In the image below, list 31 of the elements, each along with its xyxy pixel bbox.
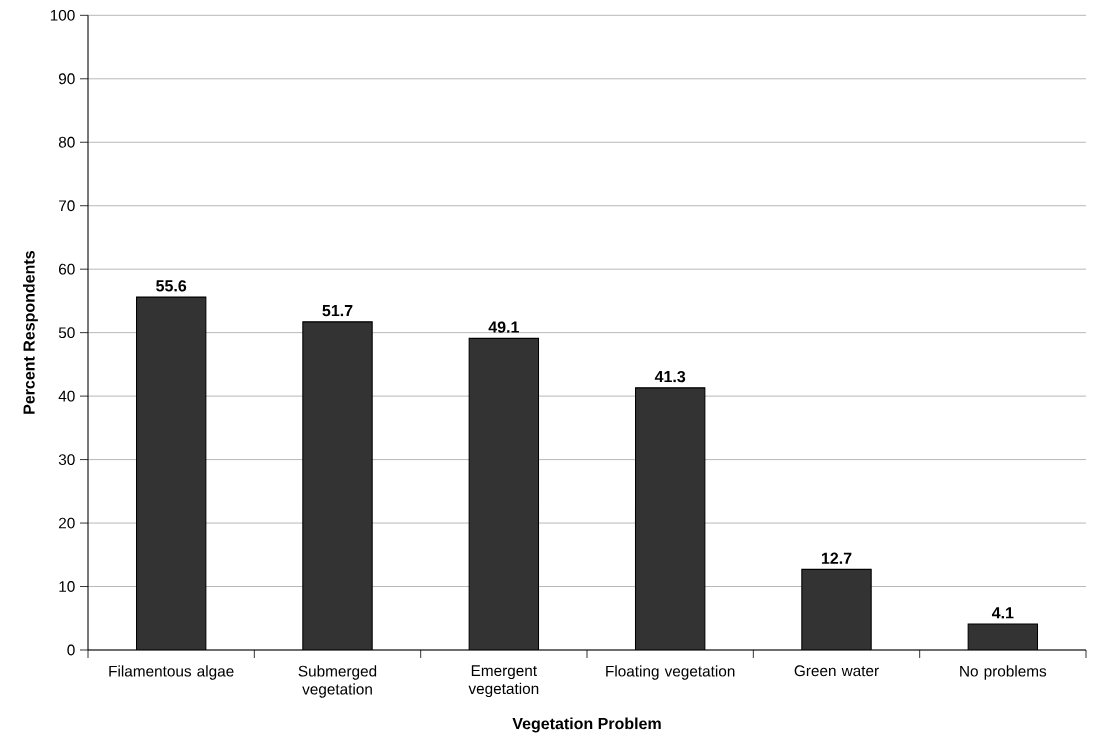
bar (469, 338, 539, 650)
y-tick-label: 70 (59, 200, 75, 212)
data-label: 41.3 (654, 370, 686, 383)
y-tick-label: 0 (67, 644, 75, 656)
x-tick-label: No problems (960, 665, 1047, 680)
x-axis-title: Vegetation Problem (512, 717, 661, 733)
y-tick-label: 20 (59, 517, 75, 529)
data-label: 12.7 (821, 552, 852, 564)
x-tick-label: Green water (794, 665, 879, 677)
y-tick-label: 50 (58, 327, 75, 339)
data-label: 55.6 (156, 280, 187, 292)
x-tick-label: Emergent vegetation (468, 665, 539, 698)
y-tick-label: 90 (58, 73, 75, 85)
x-tick-label: Submerged vegetation (298, 665, 377, 698)
x-tick-label: Floating vegetation (606, 665, 735, 680)
data-label: 4.1 (991, 607, 1014, 619)
data-label: 51.7 (322, 305, 353, 317)
bar (635, 387, 705, 650)
y-tick-label: 100 (50, 9, 75, 21)
bar (801, 569, 872, 650)
data-label: 49.1 (488, 321, 519, 333)
y-tick-label: 80 (58, 136, 75, 148)
x-tick-label: Filamentous algae (109, 665, 234, 680)
bar (136, 297, 206, 650)
y-tick-label: 10 (59, 581, 75, 592)
y-axis-title: Percent Respondents (22, 251, 38, 414)
bar (302, 321, 373, 650)
y-tick-label: 40 (58, 390, 75, 402)
y-tick-label: 60 (59, 263, 75, 275)
bar (967, 623, 1039, 650)
y-tick-label: 30 (58, 454, 75, 466)
